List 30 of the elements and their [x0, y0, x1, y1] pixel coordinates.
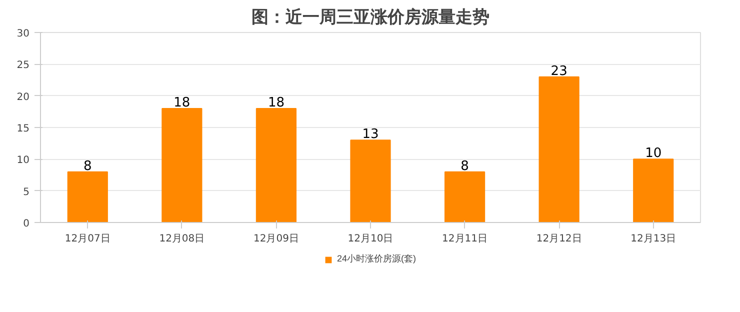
- x-tick-label: 12月08日: [159, 234, 205, 244]
- data-label: 10: [645, 146, 662, 162]
- x-tick-label: 12月12日: [536, 234, 582, 244]
- x-tick-label: 12月09日: [253, 234, 299, 244]
- x-tick-label: 12月11日: [442, 234, 488, 244]
- data-label: 13: [362, 127, 379, 142]
- data-label: 8: [84, 158, 92, 174]
- y-tick-label: 25: [16, 60, 30, 72]
- bar: [256, 108, 297, 222]
- x-tick-label: 12月10日: [348, 234, 394, 244]
- bar: [444, 171, 486, 222]
- y-tick-label: 10: [16, 155, 30, 166]
- x-tick-label: 12月13日: [630, 234, 676, 244]
- data-label: 18: [268, 96, 284, 110]
- chart-title: 图：近一周三亚涨价房源量走势: [252, 8, 490, 28]
- bar: [350, 140, 391, 222]
- bar: [67, 171, 108, 222]
- data-label: 18: [174, 96, 190, 110]
- data-label: 8: [460, 158, 469, 174]
- y-tick-label: 0: [23, 218, 30, 230]
- y-tick-label: 20: [16, 92, 30, 103]
- y-tick-label: 5: [23, 186, 30, 198]
- data-label: 23: [550, 64, 568, 79]
- x-tick-label: 12月07日: [64, 234, 110, 244]
- y-tick-label: 30: [16, 28, 30, 40]
- bar: [538, 76, 580, 222]
- legend-label: 24小时涨价房源(套): [336, 252, 416, 266]
- bar: [162, 108, 202, 222]
- y-tick-label: 15: [16, 124, 30, 134]
- bar: [633, 158, 674, 222]
